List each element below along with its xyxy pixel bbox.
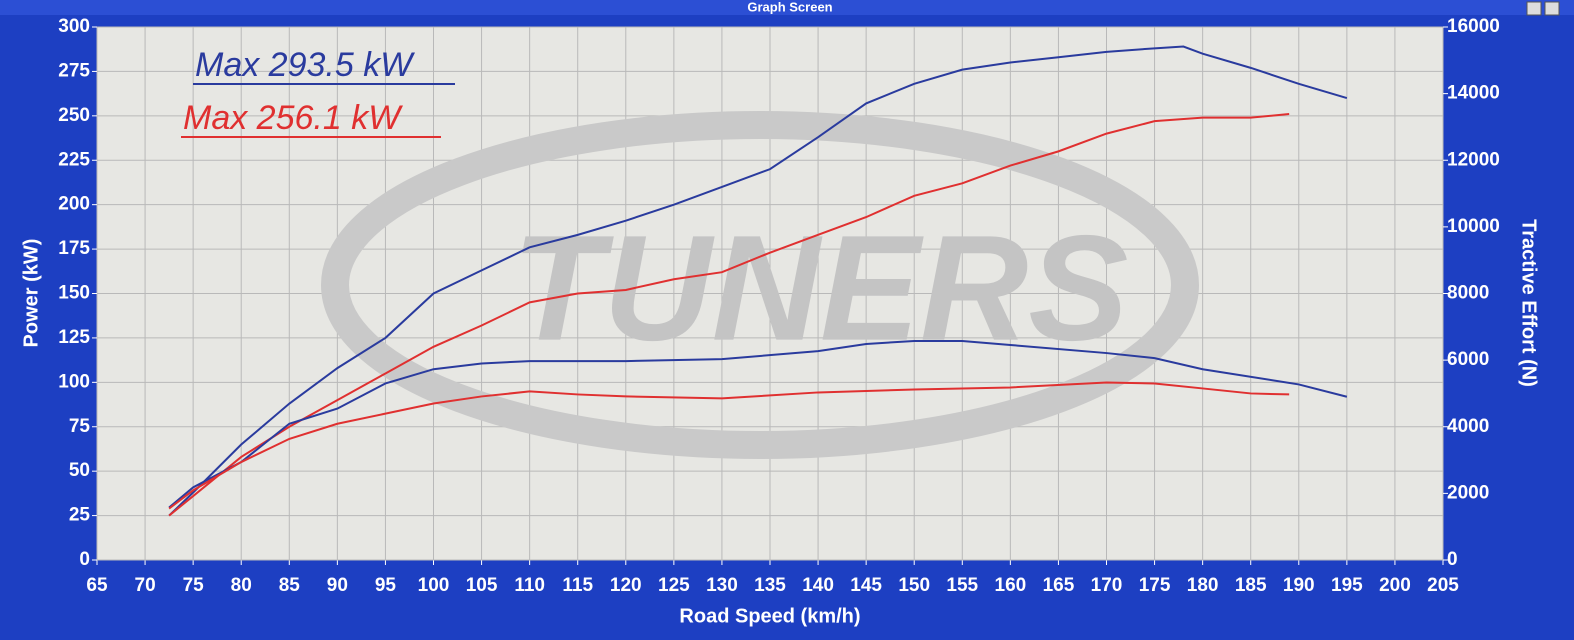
x-tick-label: 70	[135, 575, 156, 596]
y-tick-label: 275	[58, 60, 90, 81]
x-tick-label: 85	[279, 575, 301, 596]
x-tick-label: 65	[86, 575, 108, 596]
y-tick-label: 300	[58, 16, 90, 37]
y2-tick-label: 2000	[1447, 482, 1489, 503]
x-tick-label: 120	[610, 575, 642, 596]
y2-tick-label: 14000	[1447, 83, 1500, 104]
x-tick-label: 190	[1283, 575, 1315, 596]
x-tick-label: 125	[658, 575, 690, 596]
x-tick-label: 135	[754, 575, 786, 596]
y2-tick-label: 10000	[1447, 216, 1500, 237]
x-tick-label: 165	[1043, 575, 1075, 596]
x-tick-label: 115	[562, 575, 593, 596]
y-tick-label: 200	[58, 194, 90, 215]
x-tick-label: 170	[1091, 575, 1123, 596]
x-tick-label: 80	[231, 575, 252, 596]
watermark-ring	[321, 111, 1199, 459]
series-line	[168, 339, 1348, 509]
x-tick-label: 90	[327, 575, 348, 596]
x-tick-label: 195	[1331, 575, 1363, 596]
y-tick-label: 0	[79, 549, 90, 570]
y-tick-label: 150	[58, 283, 90, 304]
y-tick-label: 25	[69, 505, 91, 526]
y2-tick-label: 0	[1447, 549, 1458, 570]
x-tick-label: 130	[706, 575, 738, 596]
x-tick-label: 75	[183, 575, 205, 596]
series-line	[168, 381, 1290, 510]
y-tick-label: 225	[58, 149, 90, 170]
y2-tick-label: 8000	[1447, 283, 1489, 304]
annotation-red: Max 256.1 kW	[183, 99, 403, 137]
x-tick-label: 185	[1235, 575, 1267, 596]
y-axis-label: Power (kW)	[20, 239, 42, 348]
x-tick-label: 140	[802, 575, 834, 596]
x-tick-label: 110	[514, 575, 545, 596]
x-tick-label: 105	[466, 575, 498, 596]
x-tick-label: 145	[850, 575, 882, 596]
y2-axis-label: Tractive Effort (N)	[1518, 219, 1540, 387]
annotation-blue: Max 293.5 kW	[195, 46, 415, 84]
series-line	[168, 113, 1290, 517]
y2-tick-label: 4000	[1447, 416, 1489, 437]
y-tick-label: 175	[58, 238, 90, 259]
restore-button[interactable]	[1526, 1, 1542, 16]
watermark: TUNERS	[512, 204, 1129, 372]
y-tick-label: 100	[58, 371, 90, 392]
x-tick-label: 200	[1379, 575, 1411, 596]
x-tick-label: 175	[1139, 575, 1171, 596]
y-tick-label: 125	[58, 327, 90, 348]
y-tick-label: 50	[69, 460, 90, 481]
x-tick-label: 155	[946, 575, 978, 596]
x-tick-label: 160	[995, 575, 1027, 596]
x-tick-label: 180	[1187, 575, 1219, 596]
close-button[interactable]	[1544, 1, 1560, 16]
x-tick-label: 100	[418, 575, 450, 596]
x-axis-label: Road Speed (km/h)	[679, 605, 860, 627]
x-tick-label: 95	[375, 575, 397, 596]
x-tick-label: 205	[1427, 575, 1459, 596]
title-bar	[0, 0, 1574, 15]
series-line	[168, 45, 1348, 517]
y-tick-label: 75	[69, 416, 91, 437]
y-tick-label: 250	[58, 105, 90, 126]
lines	[168, 45, 1348, 517]
y2-tick-label: 12000	[1447, 149, 1500, 170]
y2-tick-label: 16000	[1447, 16, 1500, 37]
y2-tick-label: 6000	[1447, 349, 1489, 370]
x-tick-label: 150	[898, 575, 930, 596]
window-title: Graph Screen	[747, 0, 832, 14]
